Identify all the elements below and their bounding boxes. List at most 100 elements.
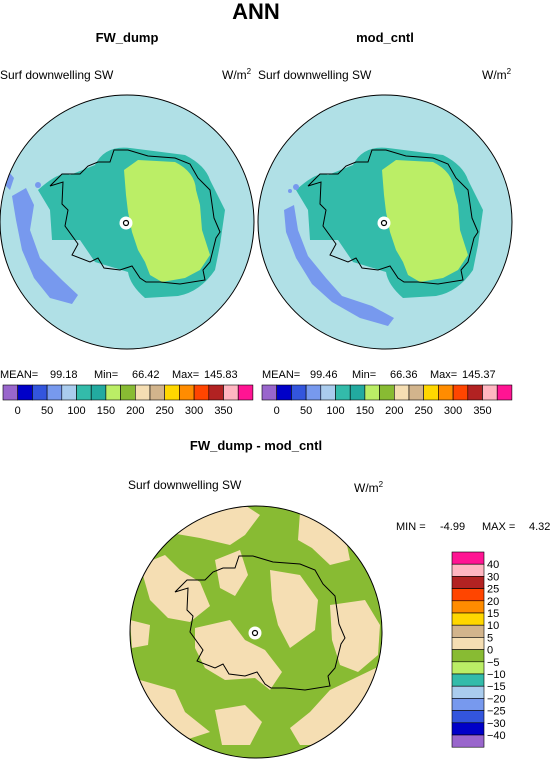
colorbar-tick-label: 10 — [487, 620, 499, 632]
colorbar-swatch — [90, 384, 107, 401]
variable-label: Surf downwelling SW — [0, 68, 114, 82]
figure-title: ANN — [232, 0, 280, 24]
blue-contour-band — [293, 184, 299, 190]
colorbar: 0 50 100 150 200 250 300 350 — [261, 384, 513, 417]
colorbar-swatch — [379, 384, 395, 401]
lime-contour-band — [124, 160, 210, 282]
map-border — [129, 505, 383, 759]
colorbar-swatch — [451, 563, 485, 577]
stats-line: MIN = -4.99 MAX = 4.32 — [396, 521, 550, 533]
colorbar-swatch — [451, 637, 485, 650]
colorbar-swatch — [291, 384, 307, 401]
colorbar-swatch — [364, 384, 380, 401]
coastline — [307, 149, 479, 285]
colorbar-swatch — [451, 600, 485, 614]
colorbar-tick-label: 200 — [126, 405, 144, 417]
lime-contour-band — [382, 160, 468, 282]
colorbar-swatch — [451, 685, 485, 699]
units-label: W/m2 — [222, 67, 252, 82]
map-fill — [130, 506, 382, 745]
units-label: W/m2 — [482, 67, 512, 82]
colorbar-tick-label: 50 — [300, 405, 312, 417]
colorbar-swatch — [135, 384, 151, 401]
colorbar-swatch — [467, 384, 483, 401]
variable-label: Surf downwelling SW — [258, 68, 372, 82]
pole-marker — [119, 216, 133, 230]
colorbar-swatch — [305, 384, 322, 401]
panel-difference: FW_dump - mod_cntl Surf downwelling SW W… — [128, 438, 550, 759]
colorbar-tick-label: 100 — [326, 405, 344, 417]
colorbar-swatch — [223, 384, 239, 401]
colorbar-swatch — [451, 576, 485, 589]
colorbar-tick-label: 20 — [487, 596, 499, 608]
positive-contour-band — [270, 570, 318, 648]
colorbar-swatch — [149, 384, 165, 401]
colorbar-swatch — [438, 384, 454, 401]
colorbar-swatch — [451, 722, 485, 736]
panel-title: FW_dump — [96, 30, 159, 45]
colorbar-swatch — [451, 612, 485, 626]
colorbar-tick-label: 300 — [444, 405, 462, 417]
colorbar-swatch — [496, 384, 513, 401]
colorbar-tick-label: 250 — [156, 405, 174, 417]
polar-map — [257, 94, 513, 350]
colorbar-swatch — [237, 384, 254, 401]
colorbar-swatch — [393, 384, 410, 401]
colorbar-tick-label: 25 — [487, 584, 499, 596]
pole-ring — [251, 629, 259, 637]
colorbar-swatch — [17, 384, 33, 401]
colorbar: 0 50 100 150 200 250 300 350 — [2, 384, 254, 417]
colorbar-swatch — [61, 384, 77, 401]
colorbar-tick-label: 350 — [214, 405, 232, 417]
panel-title: mod_cntl — [356, 30, 414, 45]
colorbar-swatch — [482, 384, 498, 401]
colorbar-tick-label: 5 — [487, 632, 493, 644]
positive-contour-band — [130, 620, 150, 648]
colorbar-tick-label: 100 — [67, 405, 85, 417]
colorbar-swatch — [193, 384, 210, 401]
colorbar-swatch — [208, 384, 224, 401]
units-label: W/m2 — [354, 480, 384, 495]
blue-contour-band — [12, 188, 78, 304]
colorbar-swatch — [408, 384, 424, 401]
positive-contour-band — [330, 600, 380, 672]
variable-label: Surf downwelling SW — [128, 478, 242, 492]
positive-contour-band — [298, 512, 350, 565]
colorbar-tick-label: −15 — [487, 681, 506, 693]
coastline — [49, 149, 221, 285]
colorbar-swatch — [451, 710, 485, 724]
colorbar-swatch — [46, 384, 63, 401]
colorbar-tick-label: 15 — [487, 608, 499, 620]
polar-map — [129, 505, 383, 759]
colorbar-tick-label: −20 — [487, 693, 506, 705]
colorbar-swatch — [349, 384, 366, 401]
coastline — [174, 555, 346, 691]
colorbar-tick-label: −40 — [487, 730, 506, 742]
colorbar-tick-label: 150 — [97, 405, 115, 417]
stats-line: MEAN= 99.46 Min= 66.36 Max= 145.37 — [262, 369, 496, 381]
positive-contour-band — [215, 705, 262, 745]
colorbar-swatch — [120, 384, 136, 401]
polar-map — [0, 94, 255, 350]
pole-ring — [380, 219, 388, 227]
colorbar-tick-label: −5 — [487, 657, 500, 669]
pole-ring — [122, 219, 130, 227]
colorbar-tick-label: 300 — [185, 405, 203, 417]
blue-contour-band — [288, 189, 292, 193]
colorbar-swatch — [451, 698, 485, 711]
colorbar-swatch — [179, 384, 195, 401]
colorbar-swatch — [105, 384, 121, 401]
colorbar-swatch — [335, 384, 351, 401]
blue-contour-band — [35, 182, 41, 188]
colorbar-tick-label: 30 — [487, 571, 499, 583]
colorbar-tick-label: 250 — [415, 405, 433, 417]
colorbar-tick-label: 50 — [41, 405, 53, 417]
colorbar-tick-label: −10 — [487, 669, 506, 681]
colorbar-swatch — [32, 384, 48, 401]
colorbar-swatch — [451, 673, 485, 687]
colorbar-swatch — [451, 551, 485, 565]
colorbar-swatch — [451, 624, 485, 638]
map-border — [0, 94, 255, 350]
